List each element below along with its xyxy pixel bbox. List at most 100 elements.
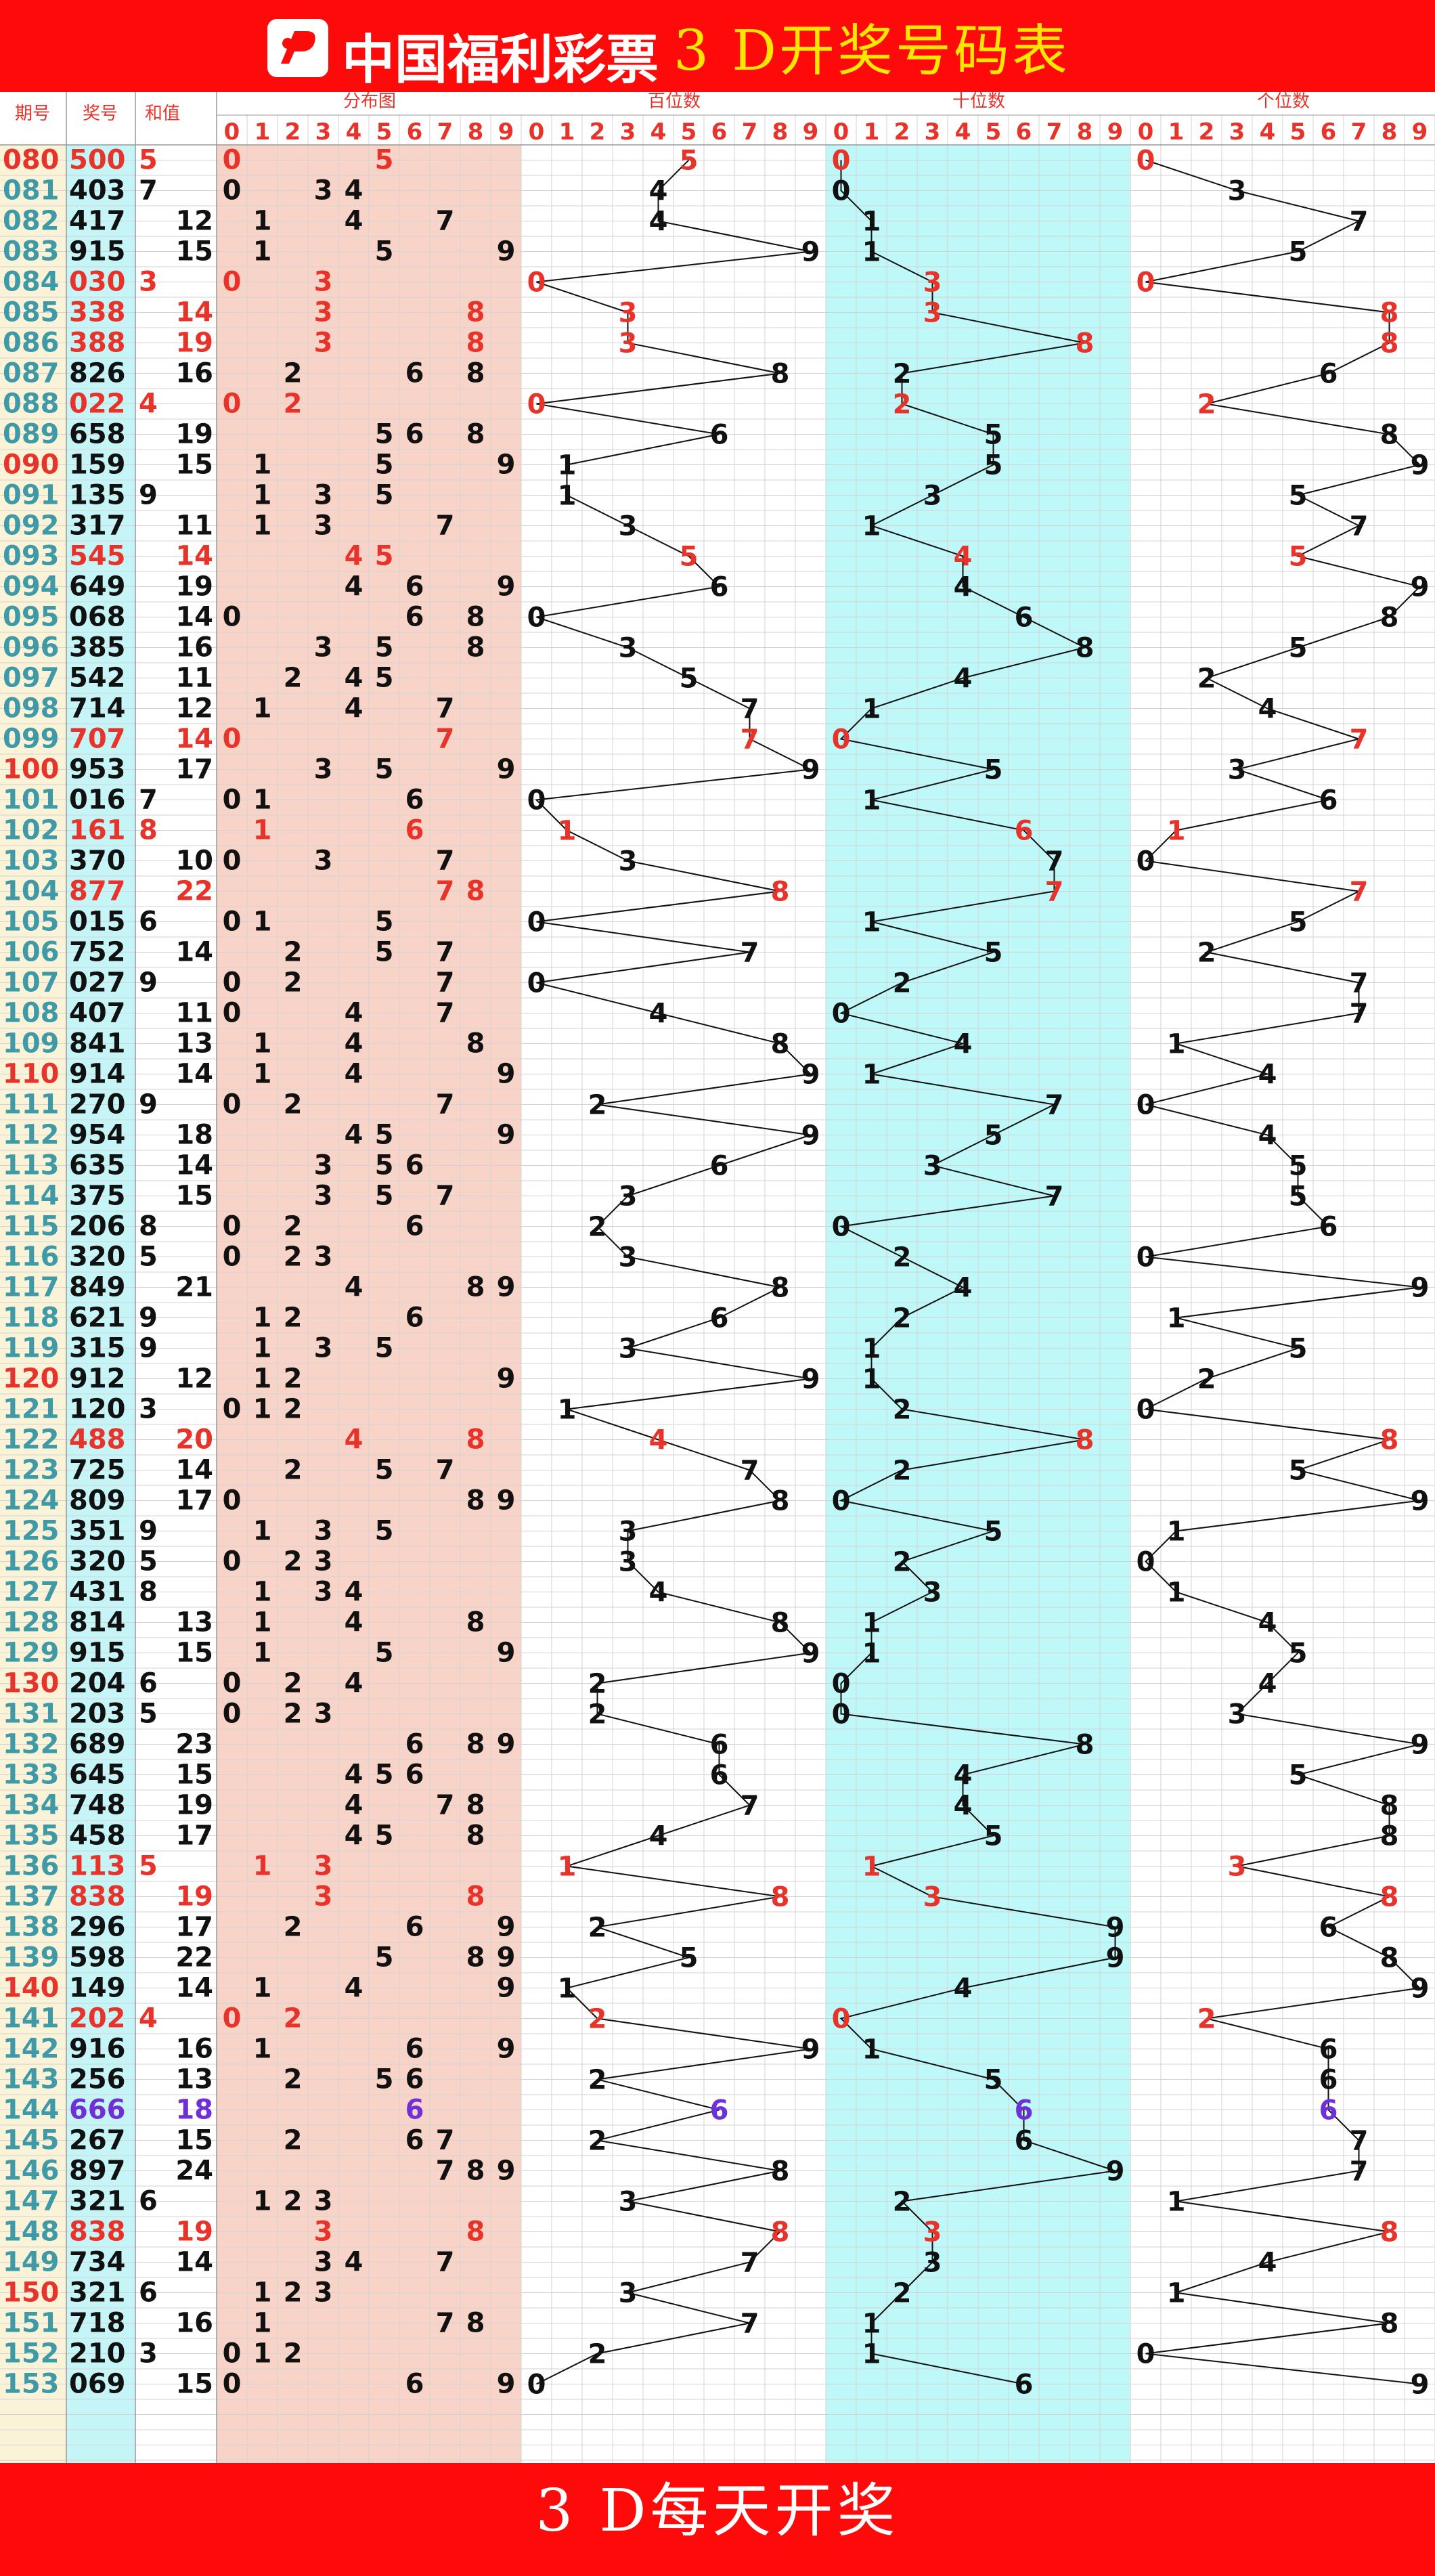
trend-point-h: 2 xyxy=(588,1669,607,1700)
trend-point-u: 4 xyxy=(1258,1060,1277,1091)
period-cell: 080 xyxy=(3,145,60,176)
distribution-digit: 3 xyxy=(314,846,333,877)
header-number: 奖号 xyxy=(83,104,118,124)
trend-point-h: 8 xyxy=(771,1486,790,1517)
trend-point-h: 8 xyxy=(771,2156,790,2187)
period-cell: 127 xyxy=(3,1577,60,1608)
trend-point-u: 9 xyxy=(1411,450,1430,481)
trend-point-h: 4 xyxy=(649,999,668,1030)
distribution-digit: 2 xyxy=(284,1089,303,1120)
sum-cell: 17 xyxy=(175,1820,213,1852)
trend-point-h: 8 xyxy=(771,1882,790,1913)
period-cell: 084 xyxy=(3,267,60,298)
trend-point-u: 2 xyxy=(1197,938,1216,969)
footer-banner: 3 D每天开奖 xyxy=(0,2463,1435,2576)
trend-point-u: 4 xyxy=(1258,1120,1277,1152)
sum-cell: 15 xyxy=(175,450,213,481)
trend-point-h: 0 xyxy=(527,603,546,634)
distribution-digit: 6 xyxy=(405,1729,424,1760)
distribution-digit: 1 xyxy=(253,1059,272,1090)
distribution-digit: 0 xyxy=(223,1211,242,1242)
trend-point-h: 4 xyxy=(649,1821,668,1852)
distribution-digit: 1 xyxy=(253,206,272,237)
number-cell: 407 xyxy=(69,998,126,1029)
number-cell: 734 xyxy=(69,2247,126,2278)
trend-point-u: 5 xyxy=(1289,1334,1308,1365)
digit-header-h-9: 9 xyxy=(803,118,819,146)
distribution-digit: 7 xyxy=(436,1181,455,1212)
period-cell: 108 xyxy=(3,998,60,1029)
trend-point-h: 6 xyxy=(710,1303,729,1334)
distribution-digit: 6 xyxy=(405,1211,424,1242)
trend-point-h: 7 xyxy=(741,1456,759,1487)
trend-point-u: 1 xyxy=(1167,1516,1186,1548)
trend-point-t: 2 xyxy=(893,2187,912,2218)
period-cell: 132 xyxy=(3,1729,60,1760)
distribution-digit: 5 xyxy=(375,1760,394,1791)
trend-point-h: 5 xyxy=(680,542,699,573)
trend-point-u: 1 xyxy=(1167,1029,1186,1060)
period-cell: 098 xyxy=(3,693,60,724)
distribution-digit: 6 xyxy=(405,602,424,633)
distribution-digit: 0 xyxy=(223,145,242,176)
distribution-digit: 4 xyxy=(345,998,363,1029)
number-cell: 718 xyxy=(69,2308,126,2339)
distribution-digit: 2 xyxy=(284,2125,303,2156)
number-cell: 204 xyxy=(69,1668,126,1699)
period-cell: 126 xyxy=(3,1546,60,1577)
trend-point-h: 3 xyxy=(619,1181,638,1213)
period-cell: 124 xyxy=(3,1485,60,1516)
digit-header-u-9: 9 xyxy=(1412,118,1428,146)
trend-point-t: 3 xyxy=(923,2217,942,2248)
digit-header-h-5: 5 xyxy=(681,118,697,146)
trend-point-u: 8 xyxy=(1380,1821,1399,1852)
distribution-digit: 5 xyxy=(375,236,394,267)
distribution-digit: 4 xyxy=(345,175,363,206)
header-tens: 十位数 xyxy=(952,92,1005,112)
sum-cell: 13 xyxy=(175,2064,213,2095)
trend-point-u: 2 xyxy=(1197,2004,1216,2035)
trend-point-t: 5 xyxy=(984,1120,1003,1152)
distribution-digit: 7 xyxy=(436,693,455,724)
sum-cell: 18 xyxy=(175,1120,213,1151)
period-cell: 083 xyxy=(3,236,60,267)
sum-cell: 16 xyxy=(175,358,213,389)
distribution-digit: 9 xyxy=(497,571,516,603)
number-cell: 015 xyxy=(69,907,126,938)
period-cell: 097 xyxy=(3,663,60,694)
trend-point-u: 5 xyxy=(1289,1151,1308,1182)
trend-point-h: 9 xyxy=(801,1364,820,1395)
sum-cell: 9 xyxy=(139,1516,158,1547)
trend-point-t: 6 xyxy=(1015,2126,1034,2157)
distribution-digit: 2 xyxy=(284,1699,303,1730)
distribution-digit: 7 xyxy=(436,876,455,907)
distribution-digit: 1 xyxy=(253,1607,272,1638)
distribution-digit: 7 xyxy=(436,206,455,237)
distribution-digit: 1 xyxy=(253,2338,272,2370)
period-cell: 125 xyxy=(3,1516,60,1547)
trend-point-u: 3 xyxy=(1228,176,1247,207)
period-cell: 113 xyxy=(3,1150,60,1181)
period-cell: 153 xyxy=(3,2369,60,2400)
trend-point-h: 9 xyxy=(801,1638,820,1669)
number-cell: 500 xyxy=(69,145,126,176)
trend-point-t: 6 xyxy=(1015,816,1034,847)
trend-point-t: 1 xyxy=(862,1334,881,1365)
sum-cell: 14 xyxy=(175,2247,213,2278)
sum-cell: 9 xyxy=(139,480,158,511)
trend-point-t: 0 xyxy=(832,1699,851,1730)
period-cell: 088 xyxy=(3,389,60,420)
trend-point-t: 8 xyxy=(1076,328,1095,359)
distribution-digit: 2 xyxy=(284,1303,303,1334)
distribution-digit: 4 xyxy=(345,1790,363,1821)
footer-title: 3 D每天开奖 xyxy=(535,2477,900,2545)
distribution-digit: 7 xyxy=(436,1790,455,1821)
trend-point-h: 3 xyxy=(619,633,638,664)
trend-point-u: 5 xyxy=(1289,1638,1308,1669)
trend-point-u: 4 xyxy=(1258,2248,1277,2279)
trend-point-h: 6 xyxy=(710,572,729,603)
distribution-digit: 6 xyxy=(405,2034,424,2065)
sum-cell: 3 xyxy=(139,2338,158,2370)
trend-point-t: 7 xyxy=(1045,846,1064,877)
